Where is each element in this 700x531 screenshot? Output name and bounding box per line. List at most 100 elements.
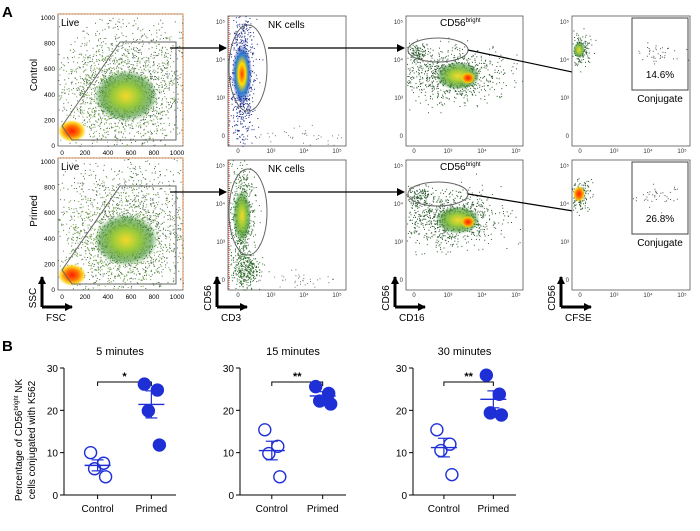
- hot-density: [461, 216, 475, 228]
- gate-label-cd56bright: CD56bright: [440, 162, 481, 173]
- y-tick-label: 10⁵: [394, 163, 404, 170]
- control-point: [262, 446, 276, 461]
- chart-title: 5 minutes: [96, 346, 144, 358]
- x-tick-label: 0: [236, 293, 240, 299]
- y-tick-label: 0: [400, 134, 404, 140]
- control-point: [258, 423, 272, 437]
- primed-point: [308, 379, 323, 394]
- cfse-cd56-plot-primed: 26.8% Conjugate 0 0 10³ 10³ 10⁴ 10⁴ 10⁵ 10⁵: [560, 159, 691, 299]
- primed-point: [312, 394, 327, 408]
- conjugate-dot-plots: 0 10 20 30 Control Primed 5 minutes * 0 10 20 30 Con…: [47, 346, 516, 515]
- x-tick-label: Primed: [307, 504, 339, 515]
- cd16-cd56-plot-control: CD56bright 0 0 10³ 10³ 10⁴ 10⁴ 10⁵ 10⁵: [394, 15, 630, 155]
- x-tick-label: 0: [412, 149, 416, 155]
- y-tick-label: 0: [401, 491, 407, 502]
- x-tick-label: 800: [149, 294, 160, 301]
- nk-density: [233, 190, 251, 242]
- significance-label: *: [122, 371, 127, 383]
- y-tick-label: 800: [44, 185, 55, 192]
- y-tick-label: 800: [44, 41, 55, 48]
- plot-frame: [571, 159, 691, 291]
- x-tick-label: 400: [103, 150, 114, 157]
- conjugate-percent: 14.6%: [646, 70, 674, 81]
- x-tick-label: 10³: [444, 293, 453, 299]
- hot-density: [461, 72, 475, 84]
- y-tick-label: 10⁵: [560, 163, 570, 170]
- control-point: [83, 445, 98, 460]
- x-tick-label: 1000: [170, 150, 185, 157]
- panel-label-b: B: [2, 338, 13, 355]
- primed-point: [492, 387, 507, 401]
- nk-gate: [228, 168, 268, 256]
- y-tick-label: 10³: [560, 240, 569, 246]
- x-tick-label: 0: [412, 293, 416, 299]
- primed-point: [150, 383, 165, 397]
- x-tick-label: Primed: [477, 504, 509, 515]
- y-tick-label: 30: [223, 364, 235, 375]
- significance-bracket: [271, 381, 324, 386]
- axis-title-cfse: CFSE: [565, 313, 592, 324]
- dot-plot-2: 0 10 20 30 Control Primed 15 minutes **: [223, 346, 346, 515]
- plot-frame: [571, 15, 691, 147]
- y-tick-label: 10⁴: [216, 57, 226, 64]
- nk-only-density: [573, 186, 585, 202]
- y-tick-label: 10³: [394, 96, 403, 102]
- x-tick-label: Primed: [136, 504, 168, 515]
- panel-b-ylabel-line1: Percentage of CD56bright NK: [14, 379, 25, 502]
- x-tick-label: Control: [81, 504, 113, 515]
- x-tick-label: 0: [60, 150, 64, 157]
- x-tick-label: 10³: [444, 149, 453, 155]
- dot-plot-3: 0 10 20 30 Control Primed 30 minutes **: [396, 346, 516, 515]
- x-tick-label: 10³: [267, 149, 276, 155]
- y-tick-label: 0: [400, 278, 404, 284]
- x-tick-label: 10³: [267, 293, 276, 299]
- live-gate: [61, 185, 177, 285]
- cell-density: [94, 214, 158, 266]
- control-point: [98, 470, 113, 484]
- y-tick-label: 10⁴: [216, 201, 226, 208]
- x-tick-label: 200: [80, 150, 91, 157]
- cd16-cd56-plot-primed: CD56bright 0 0 10³ 10³ 10⁴ 10⁴ 10⁵ 10⁵: [394, 159, 630, 299]
- control-point: [430, 423, 444, 437]
- significance-bracket: [443, 381, 494, 386]
- primed-point: [152, 438, 167, 452]
- primed-point: [483, 406, 498, 420]
- primed-point: [141, 404, 156, 418]
- y-tick-label: 10: [223, 449, 235, 460]
- axis-title-cd56-col4: CD56: [547, 285, 558, 311]
- x-tick-label: 10⁴: [299, 292, 309, 299]
- axis-title-cd3: CD3: [221, 313, 241, 324]
- chart-title: 15 minutes: [266, 346, 320, 358]
- gate-label-conjugate: Conjugate: [637, 94, 683, 105]
- y-tick-label: 200: [44, 261, 55, 268]
- flow-cytometry-plots: Live0020020040040060060080080010001000Li…: [41, 13, 691, 301]
- x-tick-label: 0: [578, 149, 582, 155]
- y-tick-label: 0: [51, 143, 55, 150]
- x-tick-label: 0: [236, 149, 240, 155]
- control-point: [434, 443, 448, 458]
- gate-label-nk: NK cells: [268, 20, 305, 31]
- flow-axis-keys: SSC FSC CD56 CD3 CD56 CD16 CD56 CFSE: [28, 276, 592, 324]
- significance-label: **: [464, 371, 473, 383]
- x-tick-label: 10⁵: [677, 148, 687, 155]
- gate-label-live: Live: [61, 18, 80, 29]
- x-tick-label: 0: [578, 293, 582, 299]
- nk-only-density: [573, 42, 585, 58]
- x-tick-label: 600: [126, 294, 137, 301]
- y-tick-label: 10: [396, 449, 408, 460]
- axis-title-cd16: CD16: [399, 313, 425, 324]
- y-tick-label: 0: [566, 134, 570, 140]
- cell-density: [94, 70, 158, 122]
- live-gate: [61, 41, 177, 141]
- x-tick-label: 200: [80, 294, 91, 301]
- x-tick-label: 10³: [610, 293, 619, 299]
- x-tick-label: 10⁵: [332, 148, 342, 155]
- y-tick-label: 0: [566, 278, 570, 284]
- axis-title-fsc: FSC: [46, 313, 66, 324]
- x-tick-label: 0: [60, 294, 64, 301]
- x-tick-label: 10³: [610, 149, 619, 155]
- conjugate-percent: 26.8%: [646, 214, 674, 225]
